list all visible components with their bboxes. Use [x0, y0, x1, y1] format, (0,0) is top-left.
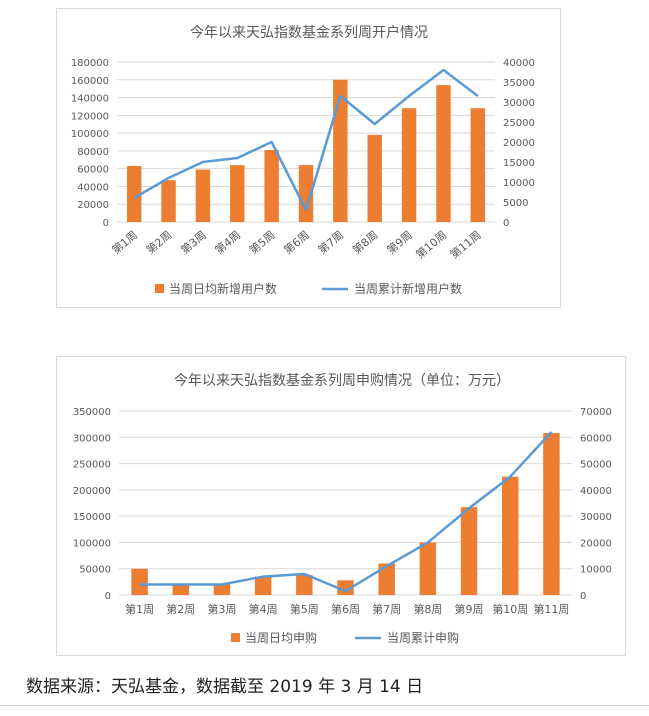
y-left-tick-label: 80000: [77, 147, 109, 158]
x-tick-label: 第7周: [372, 602, 401, 616]
chart-subscriptions: 今年以来天弘指数基金系列周申购情况（单位：万元） 0 50000 100000 1500…: [56, 356, 626, 656]
y-right-tick-label: 10000: [503, 178, 535, 189]
y-right-tick-label: 0: [503, 218, 509, 229]
x-tick-label: 第6周: [281, 228, 312, 257]
y-left-tick-label: 150000: [73, 512, 111, 523]
y-left-tick-label: 100000: [71, 129, 109, 140]
x-tick-label: 第8周: [349, 228, 380, 257]
x-tick-label: 第6周: [331, 602, 360, 616]
legend: 当周日均新增用户数 当周累计新增用户数: [155, 281, 462, 296]
bar: [254, 576, 272, 595]
y-right-tick-label: 50000: [580, 460, 612, 471]
x-tick-label: 第5周: [246, 228, 277, 257]
y-left-tick-label: 250000: [73, 460, 111, 471]
bar: [367, 134, 382, 222]
legend-bar-label: 当周日均申购: [245, 630, 317, 645]
legend-line-label: 当周累计申购: [387, 630, 459, 645]
y-left-tick-label: 120000: [71, 111, 109, 122]
y-right-tick-label: 0: [580, 591, 586, 602]
legend-bar-swatch: [155, 284, 164, 293]
bar: [296, 575, 313, 595]
x-tick-label: 第10周: [413, 228, 450, 262]
chart-title: 今年以来天弘指数基金系列周开户情况: [190, 24, 428, 41]
bar: [460, 507, 478, 595]
y-right-tick-label: 35000: [503, 78, 535, 89]
bar: [333, 79, 348, 223]
y-left-tick-label: 40000: [77, 182, 109, 193]
bar: [436, 85, 451, 222]
y-left-tick-label: 50000: [79, 565, 111, 576]
y-right-tick-label: 30000: [580, 512, 612, 523]
bar: [131, 568, 148, 595]
x-tick-label: 第7周: [315, 228, 346, 257]
bar: [195, 169, 211, 222]
y-left-tick-label: 140000: [71, 94, 109, 105]
legend-line-label: 当周累计新增用户数: [354, 281, 462, 296]
y-right-tick-label: 20000: [503, 138, 535, 149]
bar: [470, 108, 486, 222]
y-right-tick-label: 15000: [503, 158, 535, 169]
bar: [337, 580, 354, 595]
chart-1-svg: 今年以来天弘指数基金系列周开户情况 0 20000 40000 60000 80000 10…: [71, 24, 535, 296]
x-tick-label: 第8周: [413, 602, 442, 616]
legend-bar-swatch: [231, 633, 240, 642]
y-right-tick-label: 5000: [503, 198, 528, 209]
x-tick-label: 第5周: [290, 602, 319, 616]
chart-account-openings: 今年以来天弘指数基金系列周开户情况 0 20000 40000 60000 80000 10…: [56, 8, 561, 308]
x-tick-label: 第1周: [125, 602, 154, 616]
bar: [230, 165, 245, 222]
y-left-tick-label: 0: [105, 591, 111, 602]
legend-bar-label: 当周日均新增用户数: [169, 281, 277, 296]
y-left-tick-label: 350000: [73, 407, 111, 418]
bar: [126, 166, 142, 222]
x-tick-label: 第2周: [166, 602, 195, 616]
x-tick-label: 第11周: [533, 602, 569, 616]
y-left-tick-label: 300000: [73, 433, 111, 444]
bar: [213, 583, 231, 595]
bar: [161, 180, 176, 222]
data-source-note: 数据来源：天弘基金，数据截至 2019 年 3 月 14 日: [26, 677, 424, 697]
chart-2-svg: 今年以来天弘指数基金系列周申购情况（单位：万元）0500001000001500…: [73, 372, 612, 645]
y-left-tick-label: 60000: [77, 165, 109, 176]
x-tick-label: 第3周: [207, 602, 236, 616]
y-right-tick-label: 60000: [580, 433, 612, 444]
y-right-tick-label: 10000: [580, 565, 612, 576]
y-right-tick-label: 40000: [580, 486, 612, 497]
series-line: [139, 431, 553, 593]
y-left-tick-label: 180000: [71, 58, 109, 69]
x-tick-label: 第3周: [178, 228, 209, 257]
x-tick-label: 第11周: [447, 228, 484, 262]
y-left-tick-label: 0: [103, 218, 109, 229]
bar: [172, 584, 190, 595]
y-left-tick-label: 20000: [77, 200, 109, 211]
bar: [378, 563, 395, 595]
y-right-tick-label: 25000: [503, 118, 535, 129]
x-tick-label: 第4周: [212, 228, 243, 257]
y-left-tick-label: 100000: [73, 538, 111, 549]
bar: [298, 165, 314, 222]
y-right-tick-label: 20000: [580, 538, 612, 549]
x-tick-label: 第1周: [109, 228, 140, 257]
bar: [264, 150, 279, 222]
divider: [0, 705, 649, 706]
x-tick-label: 第4周: [249, 602, 278, 616]
bar: [419, 542, 437, 595]
y-left-tick-label: 200000: [73, 486, 111, 497]
x-tick-label: 第9周: [455, 602, 484, 616]
x-tick-label: 第9周: [384, 228, 415, 257]
series-line: [133, 68, 479, 212]
y-left-tick-label: 160000: [71, 76, 109, 87]
y-right-tick-label: 40000: [503, 58, 535, 69]
x-tick-label: 第2周: [143, 228, 174, 257]
legend: 当周日均申购 当周累计申购: [231, 630, 459, 645]
y-right-tick-label: 70000: [580, 407, 612, 418]
chart-title: 今年以来天弘指数基金系列周申购情况（单位：万元）: [174, 372, 510, 389]
bar: [401, 108, 417, 222]
bar: [501, 476, 519, 595]
bar: [543, 433, 560, 595]
x-tick-label: 第10周: [492, 602, 528, 616]
y-right-tick-label: 30000: [503, 98, 535, 109]
